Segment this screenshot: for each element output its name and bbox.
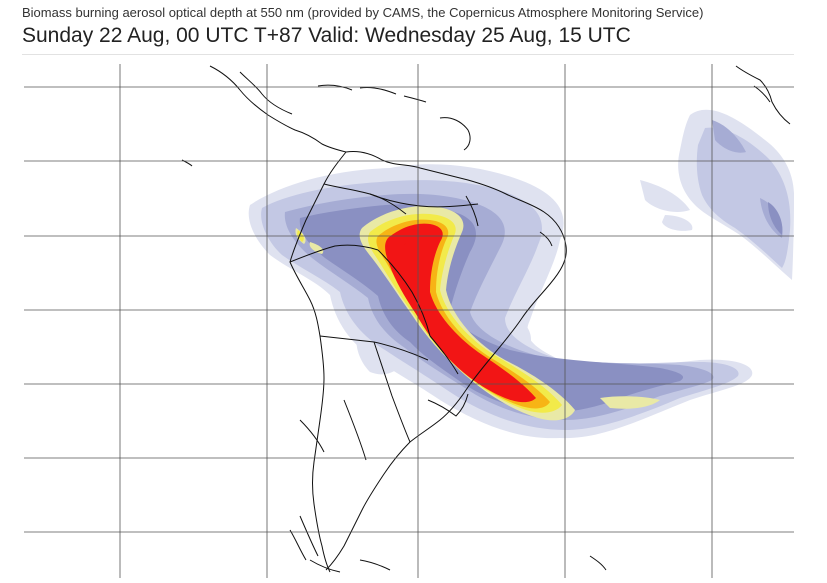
header-divider [22, 54, 794, 55]
coastlines [181, 65, 791, 573]
map-title: Sunday 22 Aug, 00 UTC T+87 Valid: Wednes… [22, 24, 631, 47]
aerosol-map[interactable] [24, 64, 794, 578]
aerosol-plume [248, 109, 794, 439]
map-subtitle: Biomass burning aerosol optical depth at… [22, 5, 704, 20]
map-header: Biomass burning aerosol optical depth at… [22, 4, 817, 49]
map-canvas [24, 64, 794, 578]
graticule [24, 64, 794, 578]
